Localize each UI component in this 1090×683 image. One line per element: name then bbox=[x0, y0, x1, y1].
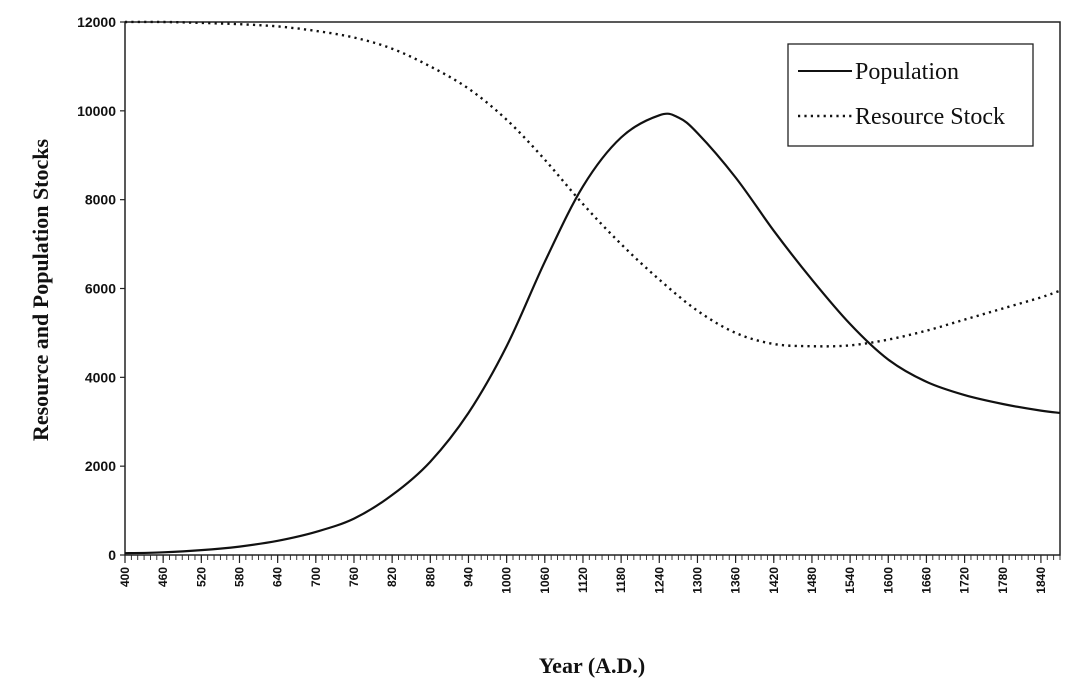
y-axis-title: Resource and Population Stocks bbox=[28, 138, 53, 441]
x-tick-label: 640 bbox=[271, 567, 285, 587]
x-axis: 400 460 520 580 640 700 760 820 880 940 1000 1060 11… bbox=[118, 555, 1061, 594]
x-tick-label: 1480 bbox=[805, 567, 819, 594]
x-tick-label: 940 bbox=[461, 567, 475, 587]
y-tick-label: 4000 bbox=[85, 369, 116, 385]
x-tick-label: 400 bbox=[118, 567, 132, 587]
y-axis: 0 2000 4000 6000 8000 10000 12000 bbox=[77, 14, 125, 563]
x-tick-label: 520 bbox=[194, 567, 208, 587]
y-tick-label: 8000 bbox=[85, 192, 116, 208]
x-tick-label: 460 bbox=[156, 567, 170, 587]
series-layer bbox=[124, 20, 1061, 555]
x-tick-label: 1000 bbox=[500, 567, 514, 594]
legend-label: Resource Stock bbox=[855, 104, 1005, 130]
x-tick-label: 1180 bbox=[614, 567, 628, 593]
x-axis-title: Year (A.D.) bbox=[539, 653, 646, 678]
series-line-population bbox=[124, 112, 1061, 555]
y-tick-label: 0 bbox=[108, 547, 116, 563]
x-tick-label: 1660 bbox=[919, 567, 933, 594]
x-tick-label: 1780 bbox=[996, 567, 1010, 594]
x-tick-label: 700 bbox=[309, 567, 323, 587]
x-tick-label: 1600 bbox=[881, 567, 895, 594]
series-line-resource-stock bbox=[124, 20, 1061, 348]
x-tick-label: 1720 bbox=[958, 567, 972, 594]
x-tick-label: 1060 bbox=[538, 567, 552, 594]
y-tick-label: 2000 bbox=[85, 458, 116, 474]
x-tick-label: 760 bbox=[347, 567, 361, 587]
x-tick-label: 820 bbox=[385, 567, 399, 587]
x-tick-label: 1120 bbox=[576, 567, 590, 593]
y-tick-label: 6000 bbox=[85, 281, 116, 297]
x-tick-label: 1540 bbox=[843, 567, 857, 594]
legend: Population Resource Stock bbox=[787, 43, 1034, 147]
x-tick-label: 580 bbox=[232, 567, 246, 587]
legend-label: Population bbox=[855, 59, 959, 85]
legend-box bbox=[787, 43, 1034, 147]
x-tick-label: 1360 bbox=[729, 567, 743, 594]
x-tick-label: 1240 bbox=[652, 567, 666, 594]
x-tick-label: 1300 bbox=[690, 567, 704, 594]
x-tick-label: 1840 bbox=[1034, 567, 1048, 594]
y-tick-label: 12000 bbox=[77, 14, 116, 30]
x-tick-label: 880 bbox=[423, 567, 437, 587]
x-tick-label: 1420 bbox=[767, 567, 781, 594]
y-tick-label: 10000 bbox=[77, 103, 116, 119]
